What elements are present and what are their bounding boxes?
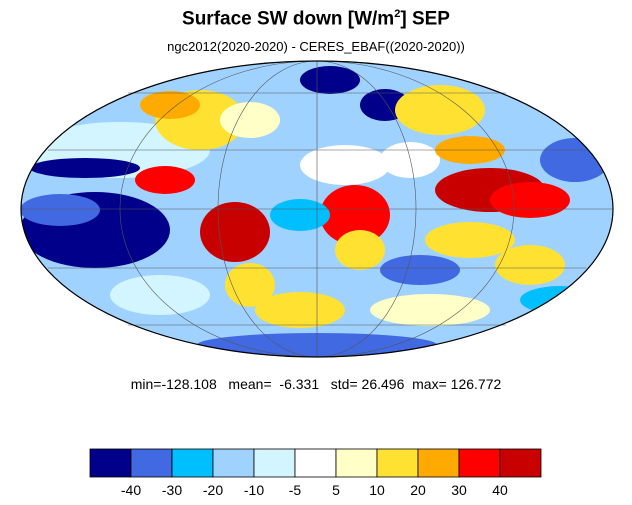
sahara-neutral	[300, 145, 390, 185]
colorbar-tick-label: 10	[369, 482, 385, 498]
stat-std: 26.496	[361, 376, 405, 392]
north-pacific-low	[30, 158, 140, 178]
south-america-high	[200, 202, 270, 262]
stat-max: 126.772	[450, 376, 502, 392]
colorbar-tick-label: 30	[451, 482, 467, 498]
stat-std-label: std=	[330, 376, 358, 392]
pacific-low-edge	[21, 194, 100, 226]
colorbar-swatch	[335, 448, 378, 478]
canada-high	[140, 91, 200, 119]
south-africa-high	[335, 230, 385, 270]
colorbar-swatch	[212, 448, 255, 478]
stat-mean: -6.331	[279, 376, 320, 392]
south-america-south	[225, 263, 275, 307]
colorbar-tick-label: -5	[289, 482, 302, 498]
globe-outline	[20, 60, 614, 358]
stat-min-label: min=	[130, 376, 162, 392]
colorbar-tick-label: 5	[332, 482, 340, 498]
arabia-neutral	[380, 142, 440, 178]
colorbar-tick-label: 20	[410, 482, 426, 498]
plot-title: Surface SW down [W/m2] SEP	[0, 8, 632, 30]
mexico-high	[135, 166, 195, 194]
colorbar-swatch	[499, 448, 542, 478]
indian-ocean-high	[425, 222, 515, 258]
stat-min: -128.108	[161, 376, 217, 392]
colorbar-swatch	[89, 448, 132, 478]
colorbar-swatch	[130, 448, 173, 478]
plot-subtitle: ngc2012(2020-2020) - CERES_EBAF((2020-20…	[167, 39, 465, 54]
central-africa-high	[320, 185, 390, 245]
title-main: Surface SW down [W/m	[182, 8, 395, 30]
title-superscript: 2	[394, 8, 401, 20]
title-suffix: ] SEP	[400, 8, 450, 30]
southern-ocean-light	[370, 294, 490, 326]
colorbar-swatch	[294, 448, 337, 478]
russia-high	[395, 85, 485, 135]
australia-high	[495, 245, 565, 285]
colorbar-swatch	[253, 448, 296, 478]
atlantic-low	[270, 199, 330, 231]
stat-max-label: max=	[412, 376, 447, 392]
colorbar-tick-label: 40	[492, 482, 508, 498]
north-atlantic-light	[220, 102, 280, 138]
summary-stats: min=-128.108 mean= -6.331 std= 26.496 ma…	[0, 376, 632, 392]
south-pacific-light	[110, 275, 210, 315]
colorbar-swatch	[171, 448, 214, 478]
arctic-low	[300, 66, 360, 94]
colorbar-tick-label: -20	[203, 482, 223, 498]
colorbar-tick-label: -30	[162, 482, 182, 498]
south-atlantic-high	[255, 292, 345, 328]
south-indian-low	[380, 255, 460, 285]
colorbar-tick-label: -10	[244, 482, 264, 498]
colorbar-swatch	[376, 448, 419, 478]
colorbar-tick-label: -40	[121, 482, 141, 498]
stat-mean-label: mean=	[228, 376, 272, 392]
colorbar-swatch	[458, 448, 501, 478]
colorbar-swatch	[417, 448, 460, 478]
